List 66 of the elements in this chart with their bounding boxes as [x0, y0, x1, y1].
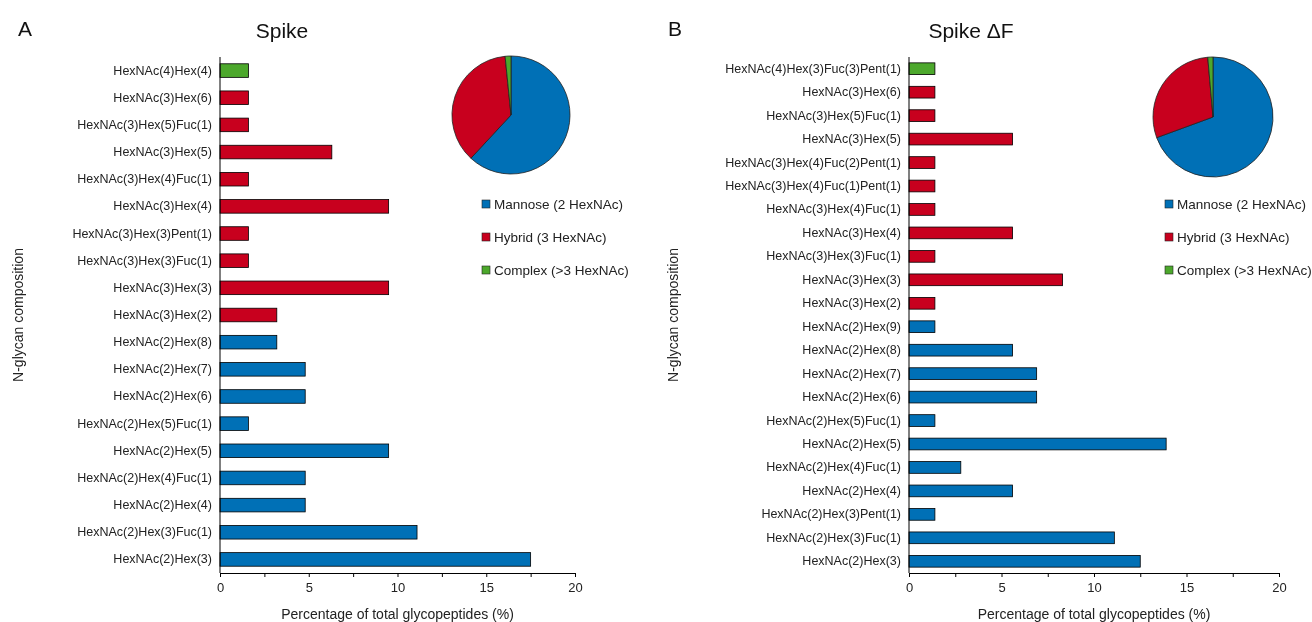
x-tick-label: 0: [905, 580, 914, 596]
y-tick-label: HexNAc(3)Hex(3)Pent(1): [72, 226, 212, 241]
x-tick-label: 10: [390, 580, 406, 596]
y-tick-label: HexNAc(3)Hex(5): [113, 145, 212, 160]
x-axis-title: Percentage of total glycopeptides (%): [977, 606, 1211, 622]
legend-label: Hybrid (3 HexNAc): [1177, 230, 1290, 245]
y-tick-label: HexNAc(2)Hex(3)Fuc(1): [77, 525, 212, 540]
y-tick-label: HexNAc(4)Hex(3)Fuc(3)Pent(1): [725, 61, 901, 76]
chart-title: Spike ΔF: [928, 19, 1014, 42]
x-tick-label: 15: [1179, 580, 1195, 596]
legend-label: Mannose (2 HexNAc): [1177, 197, 1307, 212]
y-tick-label: HexNAc(2)Hex(4)Fuc(1): [77, 470, 212, 485]
y-tick-label: HexNAc(3)Hex(5)Fuc(1): [766, 108, 901, 123]
y-tick-label: HexNAc(2)Hex(8): [802, 343, 901, 358]
y-tick-label: HexNAc(2)Hex(6): [113, 389, 212, 404]
y-tick-label: HexNAc(3)Hex(4): [113, 199, 212, 214]
x-tick-label: 10: [1087, 580, 1102, 596]
y-tick-label: HexNAc(3)Hex(3): [113, 280, 212, 295]
legend-label: Complex (>3 HexNAc): [494, 263, 629, 278]
legend-label: Complex (>3 HexNAc): [1177, 263, 1312, 278]
y-tick-label: HexNAc(2)Hex(4): [802, 483, 901, 498]
y-axis-title: N-glycan composition: [10, 248, 26, 382]
x-tick-label: 20: [568, 580, 583, 596]
y-tick-label: HexNAc(3)Hex(4)Fuc(1)Pent(1): [725, 179, 901, 193]
y-tick-label: HexNAc(3)Hex(5)Fuc(1): [77, 117, 212, 132]
y-tick-label: HexNAc(2)Hex(3): [113, 552, 212, 567]
y-tick-label: HexNAc(3)Hex(3)Fuc(1): [766, 249, 901, 264]
chart-title: Spike: [255, 19, 309, 42]
y-tick-label: HexNAc(2)Hex(9): [802, 319, 901, 334]
y-tick-label: HexNAc(2)Hex(6): [802, 390, 901, 405]
y-tick-label: HexNAc(2)Hex(3)Fuc(1): [766, 530, 901, 545]
x-tick-label: 20: [1272, 580, 1287, 596]
y-tick-label: HexNAc(2)Hex(5)Fuc(1): [77, 416, 212, 431]
x-tick-label: 0: [216, 580, 225, 596]
y-tick-label: HexNAc(3)Hex(4): [802, 225, 901, 240]
x-tick-label: 15: [479, 580, 494, 596]
text: B: [668, 17, 683, 40]
y-tick-label: HexNAc(2)Hex(3)Pent(1): [761, 507, 901, 522]
y-tick-label: HexNAc(2)Hex(4): [113, 498, 212, 513]
legend-label: Mannose (2 HexNAc): [494, 197, 624, 212]
y-tick-label: HexNAc(3)Hex(2): [802, 296, 901, 311]
y-tick-label: HexNAc(2)Hex(7): [802, 366, 901, 381]
x-tick-label: 5: [305, 580, 313, 596]
x-axis-title: Percentage of total glycopeptides (%): [281, 606, 514, 622]
y-tick-label: HexNAc(3)Hex(6): [802, 85, 901, 100]
y-tick-label: HexNAc(2)Hex(5): [113, 443, 212, 458]
y-tick-label: HexNAc(2)Hex(8): [113, 335, 212, 350]
y-tick-label: HexNAc(2)Hex(5): [802, 437, 901, 451]
y-axis-title: N-glycan composition: [665, 248, 681, 382]
y-tick-label: HexNAc(2)Hex(7): [113, 362, 212, 377]
y-tick-label: HexNAc(2)Hex(5)Fuc(1): [766, 413, 901, 428]
y-tick-label: HexNAc(2)Hex(4)Fuc(1): [766, 460, 901, 475]
text: A: [18, 17, 33, 40]
y-tick-label: HexNAc(3)Hex(4)Fuc(1): [766, 202, 901, 217]
y-tick-label: HexNAc(3)Hex(6): [113, 90, 212, 105]
y-tick-label: HexNAc(3)Hex(4)Fuc(2)Pent(1): [725, 155, 901, 170]
y-tick-label: HexNAc(3)Hex(3)Fuc(1): [77, 253, 212, 268]
legend-label: Hybrid (3 HexNAc): [494, 230, 607, 245]
y-tick-label: HexNAc(3)Hex(5): [802, 132, 901, 147]
y-tick-label: HexNAc(3)Hex(4)Fuc(1): [77, 172, 212, 187]
y-tick-label: HexNAc(4)Hex(4): [113, 63, 212, 78]
y-tick-label: HexNAc(2)Hex(3): [802, 554, 901, 569]
y-tick-label: HexNAc(3)Hex(2): [113, 308, 212, 322]
pie-slice: [1156, 56, 1274, 178]
x-tick-label: 5: [998, 580, 1006, 596]
y-tick-label: HexNAc(3)Hex(3): [802, 272, 901, 287]
